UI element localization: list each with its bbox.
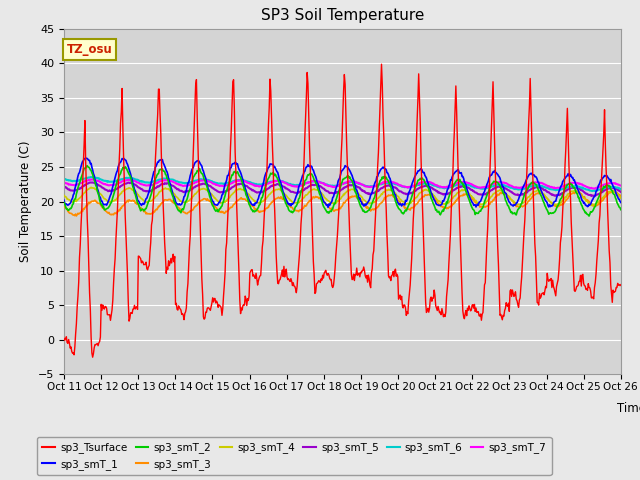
sp3_smT_6 <box>60 176 68 181</box>
sp3_smT_4 <box>185 198 193 204</box>
sp3_smT_3 <box>185 209 193 215</box>
sp3_smT_2 <box>585 213 593 219</box>
sp3_smT_7 <box>411 182 419 188</box>
sp3_smT_6 <box>128 175 136 181</box>
sp3_smT_1 <box>82 155 90 161</box>
sp3_Tsurface <box>60 336 68 341</box>
sp3_smT_4 <box>411 196 419 202</box>
sp3_Tsurface <box>70 352 78 358</box>
sp3_smT_7 <box>214 182 222 188</box>
Line: sp3_Tsurface: sp3_Tsurface <box>64 64 621 357</box>
sp3_smT_1 <box>428 191 436 197</box>
sp3_smT_6 <box>428 181 435 187</box>
sp3_smT_5 <box>588 193 595 199</box>
sp3_Tsurface <box>185 262 193 267</box>
sp3_smT_5 <box>128 180 136 186</box>
sp3_smT_5 <box>70 188 78 193</box>
sp3_smT_1 <box>324 204 332 210</box>
sp3_smT_1 <box>412 172 419 178</box>
sp3_smT_3 <box>617 193 625 199</box>
sp3_smT_2 <box>617 207 625 213</box>
Text: TZ_osu: TZ_osu <box>67 43 113 56</box>
sp3_smT_3 <box>609 188 617 193</box>
sp3_smT_5 <box>60 184 68 190</box>
sp3_smT_3 <box>70 212 78 218</box>
sp3_smT_3 <box>214 207 222 213</box>
sp3_smT_1 <box>60 197 68 203</box>
sp3_smT_6 <box>87 174 95 180</box>
sp3_smT_6 <box>588 188 596 194</box>
sp3_smT_5 <box>214 189 222 194</box>
sp3_smT_3 <box>428 192 435 198</box>
sp3_smT_5 <box>185 188 193 194</box>
sp3_smT_1 <box>617 200 625 205</box>
sp3_smT_6 <box>411 183 419 189</box>
sp3_smT_2 <box>428 195 435 201</box>
sp3_Tsurface <box>214 304 222 310</box>
Line: sp3_smT_2: sp3_smT_2 <box>64 166 621 216</box>
sp3_smT_4 <box>617 195 625 201</box>
sp3_smT_4 <box>128 187 136 192</box>
sp3_smT_2 <box>83 163 91 168</box>
sp3_Tsurface <box>428 299 436 304</box>
sp3_Tsurface <box>378 61 385 67</box>
sp3_smT_3 <box>411 203 419 209</box>
sp3_smT_7 <box>89 177 97 182</box>
sp3_smT_5 <box>428 185 435 191</box>
sp3_smT_4 <box>87 184 95 190</box>
sp3_smT_6 <box>617 186 625 192</box>
Line: sp3_smT_7: sp3_smT_7 <box>64 180 621 189</box>
sp3_smT_1 <box>70 191 78 196</box>
sp3_smT_2 <box>411 185 419 191</box>
Line: sp3_smT_5: sp3_smT_5 <box>64 182 621 196</box>
X-axis label: Time: Time <box>618 402 640 415</box>
sp3_Tsurface <box>412 162 419 168</box>
sp3_smT_4 <box>588 203 596 208</box>
sp3_smT_7 <box>428 180 435 185</box>
sp3_smT_3 <box>128 198 136 204</box>
sp3_smT_6 <box>70 178 78 184</box>
sp3_smT_4 <box>428 190 435 196</box>
sp3_smT_6 <box>214 180 222 186</box>
sp3_smT_2 <box>214 209 222 215</box>
sp3_smT_2 <box>70 197 78 203</box>
sp3_Tsurface <box>128 311 136 316</box>
Line: sp3_smT_4: sp3_smT_4 <box>64 187 621 205</box>
Line: sp3_smT_3: sp3_smT_3 <box>64 191 621 216</box>
sp3_smT_4 <box>60 192 68 198</box>
sp3_smT_4 <box>214 199 222 204</box>
sp3_smT_5 <box>127 180 134 185</box>
sp3_smT_7 <box>70 182 78 188</box>
sp3_smT_1 <box>185 180 193 185</box>
sp3_smT_1 <box>214 201 222 207</box>
sp3_smT_7 <box>591 186 599 192</box>
sp3_smT_7 <box>185 182 193 188</box>
sp3_Tsurface <box>89 354 97 360</box>
sp3_smT_6 <box>185 180 193 186</box>
sp3_smT_3 <box>60 204 68 210</box>
sp3_smT_5 <box>617 189 625 195</box>
Line: sp3_smT_6: sp3_smT_6 <box>64 177 621 191</box>
Y-axis label: Soil Temperature (C): Soil Temperature (C) <box>19 141 33 263</box>
sp3_Tsurface <box>617 282 625 288</box>
sp3_smT_2 <box>128 181 136 187</box>
sp3_smT_2 <box>60 200 68 205</box>
Legend: sp3_Tsurface, sp3_smT_1, sp3_smT_2, sp3_smT_3, sp3_smT_4, sp3_smT_5, sp3_smT_6, : sp3_Tsurface, sp3_smT_1, sp3_smT_2, sp3_… <box>37 437 552 475</box>
sp3_smT_7 <box>60 179 68 185</box>
sp3_smT_1 <box>128 176 136 182</box>
sp3_smT_2 <box>185 190 193 195</box>
Line: sp3_smT_1: sp3_smT_1 <box>64 158 621 207</box>
sp3_smT_7 <box>128 178 136 183</box>
sp3_smT_5 <box>411 188 419 194</box>
sp3_smT_7 <box>617 183 625 189</box>
sp3_smT_3 <box>72 213 80 219</box>
sp3_smT_4 <box>70 199 78 204</box>
Title: SP3 Soil Temperature: SP3 Soil Temperature <box>260 9 424 24</box>
